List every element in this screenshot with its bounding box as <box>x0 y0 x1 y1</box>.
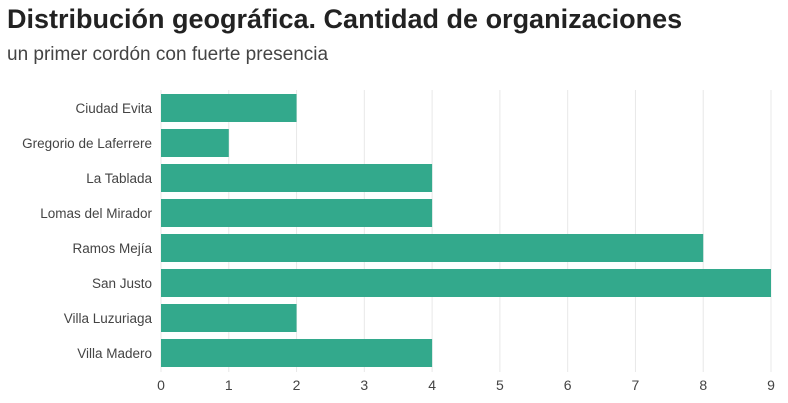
bar <box>161 339 433 367</box>
category-label: Villa Luzuriaga <box>64 311 153 326</box>
category-label: Villa Madero <box>77 346 152 361</box>
bar <box>161 94 297 122</box>
category-label: San Justo <box>92 276 152 291</box>
x-tick-label: 8 <box>699 377 707 393</box>
bar <box>161 199 433 227</box>
x-tick-label: 2 <box>293 377 301 393</box>
x-tick-label: 4 <box>428 377 436 393</box>
category-label: La Tablada <box>86 171 152 186</box>
bar <box>161 164 433 192</box>
category-label: Ciudad Evita <box>75 101 152 116</box>
bar <box>161 269 771 297</box>
bar <box>161 234 704 262</box>
category-label: Lomas del Mirador <box>40 206 152 221</box>
x-tick-label: 1 <box>225 377 233 393</box>
x-tick-label: 3 <box>360 377 368 393</box>
x-tick-label: 7 <box>632 377 640 393</box>
x-tick-label: 5 <box>496 377 504 393</box>
x-tick-label: 9 <box>767 377 775 393</box>
bar <box>161 304 297 332</box>
x-tick-label: 0 <box>157 377 165 393</box>
bar <box>161 129 229 157</box>
x-tick-label: 6 <box>564 377 572 393</box>
chart-subtitle: un primer cordón con fuerte presencia <box>7 44 329 65</box>
category-label: Gregorio de Laferrere <box>22 136 152 151</box>
category-label: Ramos Mejía <box>72 241 152 256</box>
chart-title: Distribución geográfica. Cantidad de org… <box>7 4 683 34</box>
